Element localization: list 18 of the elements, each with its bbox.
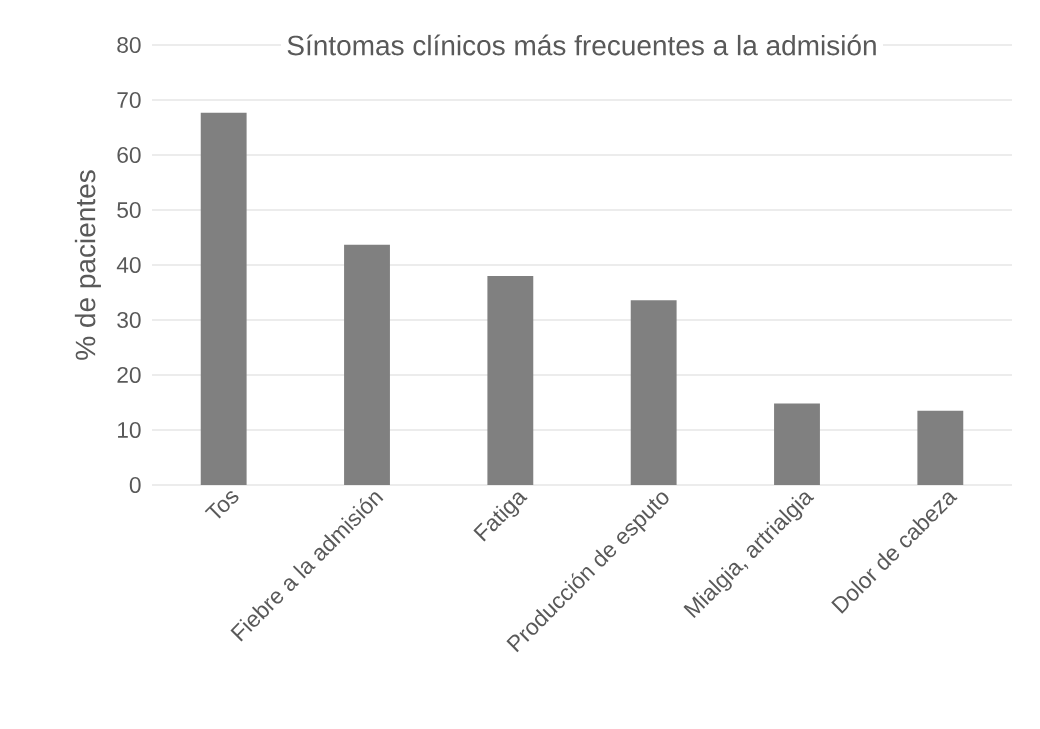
chart-title: Síntomas clínicos más frecuentes a la admisión xyxy=(287,34,876,56)
bar xyxy=(630,300,677,485)
y-axis-title: % de pacientes xyxy=(74,170,101,360)
x-tick-label: Tos xyxy=(204,491,239,519)
bar xyxy=(487,276,534,485)
y-tick-label: 30 xyxy=(117,311,141,329)
y-tick-label: 10 xyxy=(118,421,141,439)
y-tick-label: 80 xyxy=(117,36,141,54)
y-tick-label: 70 xyxy=(117,91,141,109)
y-tick-label: 40 xyxy=(116,256,141,274)
bar xyxy=(200,112,247,485)
y-tick-label: 0 xyxy=(129,476,141,494)
y-tick-label: 20 xyxy=(117,366,141,384)
bar xyxy=(774,403,820,485)
bar xyxy=(344,244,390,485)
y-tick-label: 50 xyxy=(117,201,141,219)
bar xyxy=(917,410,964,485)
y-tick-label: 60 xyxy=(117,146,141,164)
